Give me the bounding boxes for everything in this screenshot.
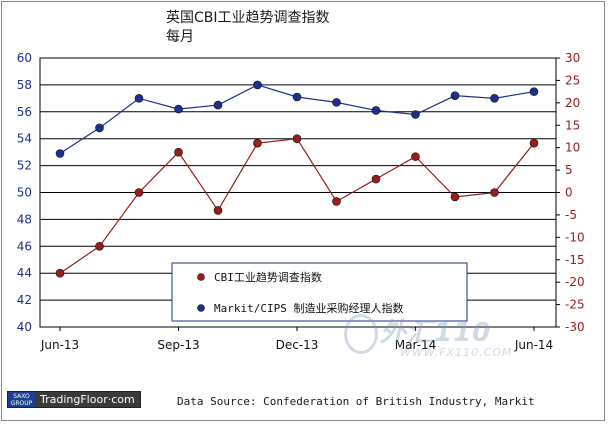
left-axis-tick-label: 40 <box>17 320 32 334</box>
pmi-data-point <box>450 91 460 100</box>
pmi-data-point <box>490 94 499 103</box>
cbi-data-point <box>174 147 183 157</box>
right-axis-tick-label: -10 <box>565 230 585 244</box>
x-axis-tick-label: Sep-13 <box>157 338 199 352</box>
pmi-data-point <box>174 104 183 114</box>
right-axis-tick-label: -5 <box>565 208 577 222</box>
saxo-logo: SAXO GROUP TradingFloor·com <box>7 391 141 408</box>
cbi-data-point <box>411 152 420 161</box>
legend-label: CBI工业趋势调查指数 <box>214 270 322 284</box>
chart-title-block: 英国CBI工业趋势调查指数 每月 <box>166 9 330 47</box>
pmi-data-point <box>95 123 104 133</box>
x-axis-tick-label: Dec-13 <box>276 338 319 352</box>
x-axis-tick-label: Jun-13 <box>40 338 79 352</box>
cbi-data-point <box>529 138 539 148</box>
cbi-data-point <box>55 268 65 278</box>
pmi-data-point <box>332 98 341 107</box>
right-axis-tick-label: -20 <box>565 275 585 289</box>
cbi-series-line <box>59 138 535 274</box>
right-axis-tick-label: 0 <box>565 186 573 200</box>
left-axis-tick-label: 42 <box>17 293 32 307</box>
left-axis-tick-label: 54 <box>17 132 32 146</box>
pmi-data-point <box>411 110 420 119</box>
right-axis-tick-label: -25 <box>565 298 585 312</box>
right-axis-tick-label: -30 <box>565 320 585 334</box>
left-axis-tick-label: 44 <box>17 266 32 280</box>
legend-marker <box>197 304 205 312</box>
left-axis-tick-label: 50 <box>17 186 32 200</box>
right-axis-tick-label: 10 <box>565 141 580 155</box>
cbi-data-point <box>95 242 104 251</box>
chart-title: 英国CBI工业趋势调查指数 <box>166 10 330 26</box>
right-axis-tick-label: -15 <box>565 253 585 267</box>
x-axis-tick-label: Jun-14 <box>514 338 553 352</box>
right-axis-tick-label: 25 <box>565 73 580 87</box>
legend-marker <box>197 273 205 281</box>
pmi-data-point <box>253 80 262 90</box>
cbi-data-point <box>332 197 341 206</box>
legend-box <box>171 262 468 322</box>
left-axis-tick-label: 60 <box>17 51 32 65</box>
right-axis-tick-label: 30 <box>565 51 580 65</box>
cbi-data-point <box>292 134 302 143</box>
cbi-data-point <box>371 174 381 184</box>
pmi-data-point <box>529 87 539 96</box>
x-axis-tick-label: Mar-14 <box>395 338 436 352</box>
chart-subtitle: 每月 <box>166 29 194 45</box>
cbi-data-point <box>213 206 223 215</box>
pmi-data-point <box>134 94 144 103</box>
legend-label: Markit/CIPS 制造业采购经理人指数 <box>214 301 403 315</box>
saxo-logo-bottom: GROUP <box>10 400 33 407</box>
left-axis-tick-label: 56 <box>17 105 32 119</box>
data-source: Data Source: Confederation of British In… <box>177 395 535 408</box>
tradingfloor-logo: TradingFloor·com <box>35 392 140 407</box>
left-axis-tick-label: 46 <box>17 239 32 253</box>
right-axis-tick-label: 15 <box>565 118 580 132</box>
cbi-data-point <box>450 192 460 202</box>
cbi-data-point <box>253 138 262 148</box>
pmi-data-point <box>371 106 381 115</box>
saxo-logo-box: SAXO GROUP <box>8 392 35 407</box>
right-axis-tick-label: 5 <box>565 163 573 177</box>
cbi-data-point <box>490 188 499 197</box>
saxo-logo-top: SAXO <box>13 393 30 400</box>
right-axis-tick-label: 20 <box>565 96 580 110</box>
pmi-data-point <box>292 92 302 102</box>
pmi-data-point <box>55 149 65 158</box>
cbi-data-point <box>134 188 144 197</box>
left-axis-tick-label: 48 <box>17 212 32 226</box>
left-axis-tick-label: 58 <box>17 78 32 92</box>
pmi-data-point <box>213 100 223 110</box>
left-axis-tick-label: 52 <box>17 159 32 173</box>
